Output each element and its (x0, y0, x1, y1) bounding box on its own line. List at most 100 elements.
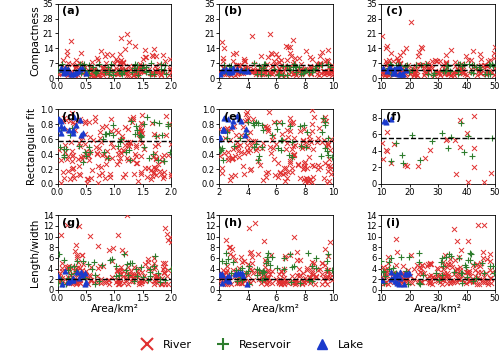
Point (140, 146, 148, 152)
Point (242, 118, 250, 123)
Point (298, 145, 306, 150)
Point (388, 276, 396, 282)
Point (102, 123, 110, 129)
Point (300, 68, 308, 73)
Point (150, 272, 158, 278)
Point (106, 257, 114, 263)
Point (404, 271, 411, 277)
Point (413, 72, 421, 77)
Point (84, 72, 92, 77)
Point (136, 134, 144, 140)
Point (218, 67, 226, 73)
Point (75, 279, 83, 285)
Point (328, 277, 336, 283)
Y-axis label: Rectangular fit: Rectangular fit (28, 108, 38, 185)
Point (148, 71, 156, 77)
Point (323, 140, 331, 146)
Point (326, 271, 334, 276)
Point (250, 66, 258, 72)
Point (157, 71, 165, 77)
Point (404, 267, 412, 273)
Point (127, 118, 135, 124)
Point (218, 68, 226, 73)
Point (314, 166, 322, 171)
Point (101, 69, 109, 75)
Point (486, 267, 494, 273)
Point (280, 165, 288, 171)
Point (313, 139, 321, 144)
Point (406, 70, 413, 76)
Point (66, 39, 74, 44)
Point (66, 69, 74, 75)
Point (102, 71, 110, 76)
Point (456, 264, 464, 270)
Point (84, 281, 92, 287)
Point (79, 258, 87, 264)
Point (88, 69, 96, 75)
Point (224, 280, 232, 286)
Point (150, 266, 158, 271)
Point (144, 259, 152, 265)
Point (439, 68, 447, 74)
Point (254, 251, 262, 257)
Point (316, 60, 324, 66)
Point (139, 63, 147, 69)
Point (58, 281, 66, 287)
Point (385, 57, 393, 63)
Point (268, 254, 276, 260)
Point (231, 271, 239, 277)
Point (152, 253, 160, 259)
Point (274, 175, 282, 180)
Point (250, 144, 258, 150)
Point (412, 63, 420, 68)
Point (105, 277, 113, 283)
Point (98, 124, 106, 130)
Point (98, 276, 106, 282)
Point (266, 252, 274, 258)
Point (147, 60, 155, 66)
Point (102, 279, 110, 284)
Point (258, 276, 266, 282)
Point (476, 70, 484, 76)
Point (99, 64, 107, 70)
Point (380, 67, 388, 73)
Point (74, 68, 82, 73)
Point (306, 176, 314, 181)
Point (130, 264, 138, 270)
Point (92, 72, 100, 78)
Point (239, 125, 247, 130)
Point (384, 65, 392, 71)
Point (130, 114, 138, 120)
Point (382, 280, 390, 286)
Point (298, 270, 306, 275)
Point (156, 168, 164, 174)
Point (156, 276, 164, 282)
Point (67, 265, 75, 270)
Point (277, 269, 285, 274)
Point (57, 130, 65, 136)
Point (272, 62, 280, 67)
Point (452, 271, 460, 277)
Point (392, 72, 400, 77)
Point (216, 148, 224, 154)
Point (133, 273, 141, 279)
Point (90, 70, 98, 76)
Point (301, 68, 309, 73)
Point (414, 163, 422, 169)
Point (166, 234, 174, 240)
Point (224, 157, 232, 163)
Point (382, 269, 390, 275)
Point (54, 274, 62, 279)
Point (158, 281, 166, 287)
Point (292, 72, 300, 78)
Point (382, 274, 390, 280)
Point (266, 31, 274, 37)
Point (482, 256, 490, 262)
Text: (e): (e) (224, 112, 242, 122)
Point (323, 273, 331, 279)
Point (428, 138, 436, 144)
Point (324, 71, 332, 77)
Point (292, 280, 300, 286)
Point (480, 65, 488, 71)
Point (103, 67, 111, 72)
